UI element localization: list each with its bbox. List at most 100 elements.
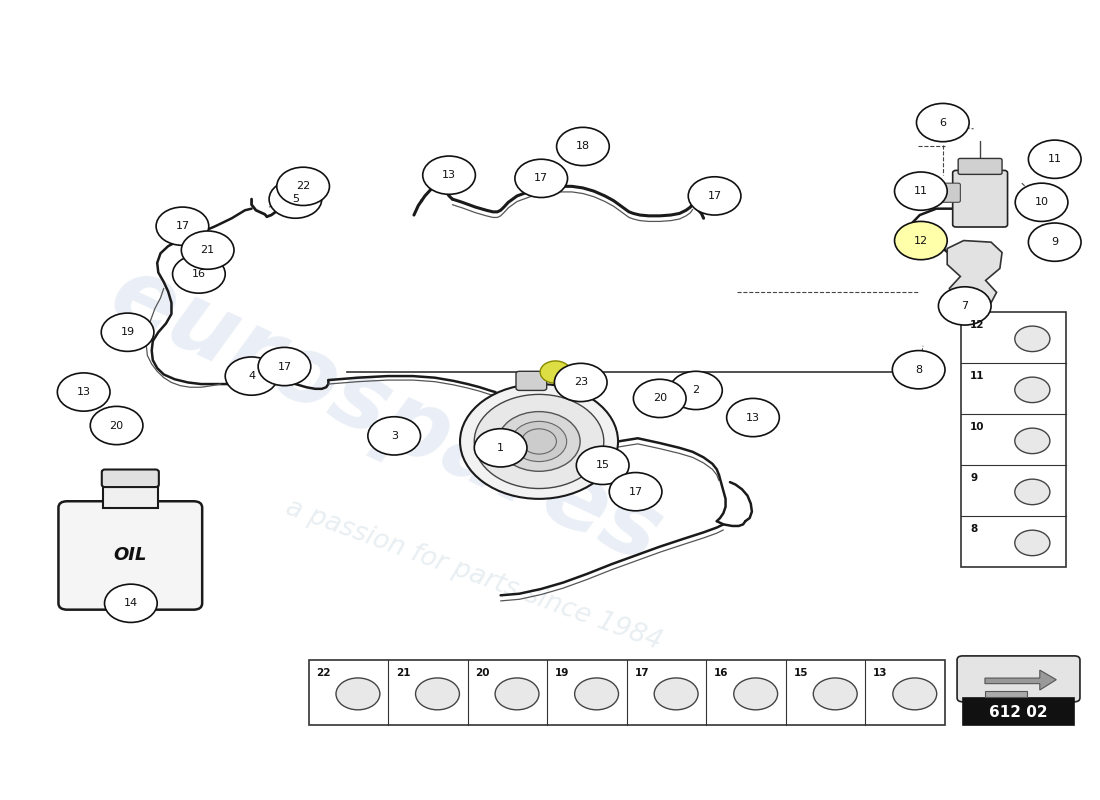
- Text: 11: 11: [914, 186, 928, 196]
- FancyBboxPatch shape: [961, 312, 1066, 567]
- Text: 21: 21: [200, 245, 214, 255]
- Circle shape: [1028, 223, 1081, 262]
- FancyBboxPatch shape: [934, 183, 960, 202]
- Text: 23: 23: [574, 378, 587, 387]
- Text: 9: 9: [970, 474, 978, 483]
- Text: 9: 9: [1052, 237, 1058, 247]
- Text: 11: 11: [970, 371, 985, 382]
- FancyBboxPatch shape: [958, 158, 1002, 174]
- FancyBboxPatch shape: [58, 502, 202, 610]
- Text: 14: 14: [124, 598, 138, 608]
- Circle shape: [416, 678, 460, 710]
- Circle shape: [734, 678, 778, 710]
- Circle shape: [57, 373, 110, 411]
- Polygon shape: [984, 691, 1026, 698]
- Text: 16: 16: [191, 269, 206, 279]
- Text: 20: 20: [110, 421, 123, 430]
- FancyBboxPatch shape: [516, 371, 547, 390]
- Text: 16: 16: [714, 668, 728, 678]
- Circle shape: [367, 417, 420, 455]
- Circle shape: [521, 429, 557, 454]
- Text: 4: 4: [248, 371, 255, 381]
- Polygon shape: [947, 241, 1002, 306]
- Text: 10: 10: [1035, 198, 1048, 207]
- Circle shape: [336, 678, 380, 710]
- Circle shape: [892, 350, 945, 389]
- Text: 17: 17: [175, 222, 189, 231]
- Circle shape: [495, 678, 539, 710]
- Circle shape: [916, 103, 969, 142]
- Circle shape: [173, 255, 225, 293]
- Text: 20: 20: [475, 668, 490, 678]
- Circle shape: [557, 127, 609, 166]
- Circle shape: [104, 584, 157, 622]
- Text: 22: 22: [317, 668, 331, 678]
- Text: 13: 13: [873, 668, 888, 678]
- Text: 8: 8: [915, 365, 922, 374]
- Circle shape: [460, 384, 618, 499]
- Circle shape: [554, 363, 607, 402]
- Text: 15: 15: [793, 668, 808, 678]
- Text: 20: 20: [652, 394, 667, 403]
- Text: 13: 13: [77, 387, 90, 397]
- Text: OIL: OIL: [113, 546, 147, 564]
- FancyBboxPatch shape: [102, 470, 158, 487]
- Circle shape: [1015, 377, 1049, 402]
- Circle shape: [576, 446, 629, 485]
- Circle shape: [1028, 140, 1081, 178]
- Circle shape: [156, 207, 209, 246]
- FancyBboxPatch shape: [309, 660, 945, 726]
- Circle shape: [498, 412, 580, 471]
- Text: 5: 5: [292, 194, 299, 204]
- Text: 6: 6: [939, 118, 946, 127]
- Circle shape: [540, 361, 571, 383]
- Circle shape: [277, 167, 330, 206]
- Text: 1: 1: [497, 443, 504, 453]
- Text: a passion for parts since 1984: a passion for parts since 1984: [282, 495, 664, 656]
- Circle shape: [422, 156, 475, 194]
- Circle shape: [894, 222, 947, 260]
- Circle shape: [634, 379, 686, 418]
- Circle shape: [270, 180, 322, 218]
- Text: 17: 17: [635, 668, 649, 678]
- Circle shape: [894, 172, 947, 210]
- Circle shape: [689, 177, 741, 215]
- FancyBboxPatch shape: [957, 656, 1080, 702]
- Text: 17: 17: [277, 362, 292, 371]
- FancyBboxPatch shape: [962, 698, 1075, 726]
- Circle shape: [727, 398, 779, 437]
- Circle shape: [1015, 326, 1049, 351]
- Text: 17: 17: [707, 191, 722, 201]
- Circle shape: [1015, 479, 1049, 505]
- Text: 17: 17: [628, 486, 642, 497]
- Text: 13: 13: [442, 170, 456, 180]
- Circle shape: [654, 678, 698, 710]
- Text: 12: 12: [970, 320, 985, 330]
- Circle shape: [226, 357, 278, 395]
- Circle shape: [474, 429, 527, 467]
- Text: eurospares: eurospares: [96, 248, 675, 584]
- Text: 12: 12: [914, 235, 928, 246]
- Text: 19: 19: [121, 327, 134, 338]
- Text: 3: 3: [390, 431, 398, 441]
- Text: 22: 22: [296, 182, 310, 191]
- Circle shape: [609, 473, 662, 511]
- Text: 612 02: 612 02: [989, 705, 1048, 720]
- FancyBboxPatch shape: [102, 485, 158, 508]
- Text: 10: 10: [970, 422, 985, 432]
- Text: 17: 17: [535, 174, 548, 183]
- Text: 15: 15: [596, 460, 609, 470]
- Text: 7: 7: [961, 301, 968, 311]
- Circle shape: [1015, 530, 1049, 556]
- Circle shape: [512, 422, 566, 462]
- Polygon shape: [984, 670, 1056, 690]
- Circle shape: [90, 406, 143, 445]
- Text: 2: 2: [692, 386, 700, 395]
- Circle shape: [670, 371, 723, 410]
- Circle shape: [574, 678, 618, 710]
- Text: 8: 8: [970, 524, 978, 534]
- Circle shape: [1015, 428, 1049, 454]
- Circle shape: [813, 678, 857, 710]
- Text: 11: 11: [1047, 154, 1062, 164]
- FancyBboxPatch shape: [953, 170, 1008, 227]
